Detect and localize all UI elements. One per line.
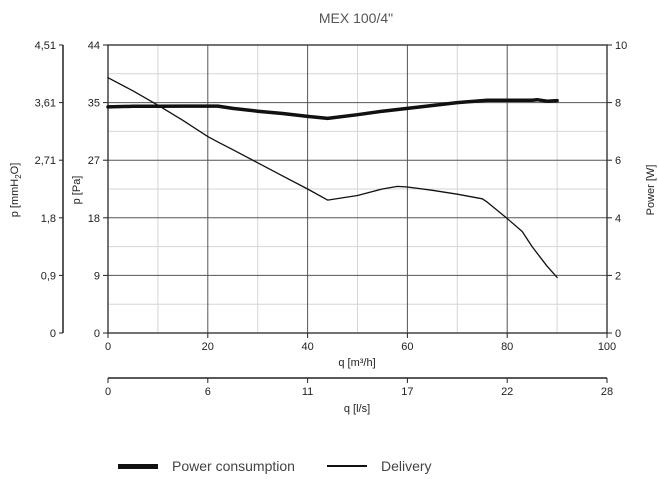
y-left-inner-axis-label: p [Pa]: [71, 176, 83, 205]
series-line-delivery: [107, 77, 558, 279]
x-secondary-tick-label: 11: [302, 386, 313, 398]
legend-item-power: Power consumption: [118, 458, 295, 474]
x-tick-label: 100: [598, 341, 616, 353]
y-inner-tick-label: 9: [94, 270, 100, 282]
x-tick-label: 60: [401, 341, 413, 353]
legend-label-power: Power consumption: [172, 458, 295, 474]
y-outer-tick-label: 0: [50, 328, 56, 340]
chart: MEX 100/4" 091827354400,91,82,713,614,51…: [9, 10, 657, 415]
x-tick-label: 80: [501, 341, 513, 353]
y-right-tick-label: 2: [615, 270, 621, 282]
legend-item-delivery: Delivery: [326, 458, 432, 474]
y-left-outer-axis-label: p [mmH2O]: [9, 163, 23, 218]
series-line-power-consumption: [106, 97, 559, 121]
y-outer-tick-label: 3,61: [35, 98, 56, 110]
y-right-axis-label: Power [W]: [645, 165, 657, 216]
y-inner-tick-label: 0: [94, 328, 100, 340]
y-inner-tick-label: 35: [88, 98, 100, 110]
series-layer: [106, 77, 559, 279]
y-inner-tick-label: 18: [88, 213, 100, 225]
x-tick-label: 20: [202, 341, 214, 353]
x-secondary-tick-label: 17: [401, 386, 413, 398]
plot-frame: [107, 44, 608, 334]
y-right-tick-label: 6: [615, 155, 621, 167]
legend: Power consumption Delivery: [118, 458, 464, 474]
y-outer-tick-label: 2,71: [35, 155, 56, 167]
x-secondary-tick-label: 28: [601, 386, 613, 398]
y-inner-tick-label: 44: [88, 40, 100, 52]
x-tick-label: 0: [105, 341, 111, 353]
legend-label-delivery: Delivery: [380, 458, 432, 474]
y-inner-tick-label: 27: [88, 155, 100, 167]
x-secondary-tick-label: 22: [501, 386, 513, 398]
x-secondary-tick-label: 6: [205, 386, 211, 398]
x-secondary-axis-label: q [l/s]: [344, 403, 370, 415]
legend-swatch-delivery: [326, 465, 367, 467]
grid: [108, 45, 607, 333]
y-outer-tick-label: 4,51: [35, 40, 56, 52]
chart-title: MEX 100/4": [319, 10, 393, 26]
y-right-tick-label: 8: [615, 98, 621, 110]
x-tick-label: 40: [301, 341, 313, 353]
y-right-tick-label: 4: [615, 213, 621, 225]
x-axis-label: q [m³/h]: [338, 357, 375, 369]
y-outer-tick-label: 1,8: [41, 213, 56, 225]
y-right-tick-label: 10: [615, 40, 627, 52]
y-outer-tick-label: 0,9: [41, 270, 56, 282]
y-right-tick-label: 0: [615, 328, 621, 340]
legend-swatch-power: [118, 463, 158, 469]
x-secondary-tick-label: 0: [105, 386, 111, 398]
